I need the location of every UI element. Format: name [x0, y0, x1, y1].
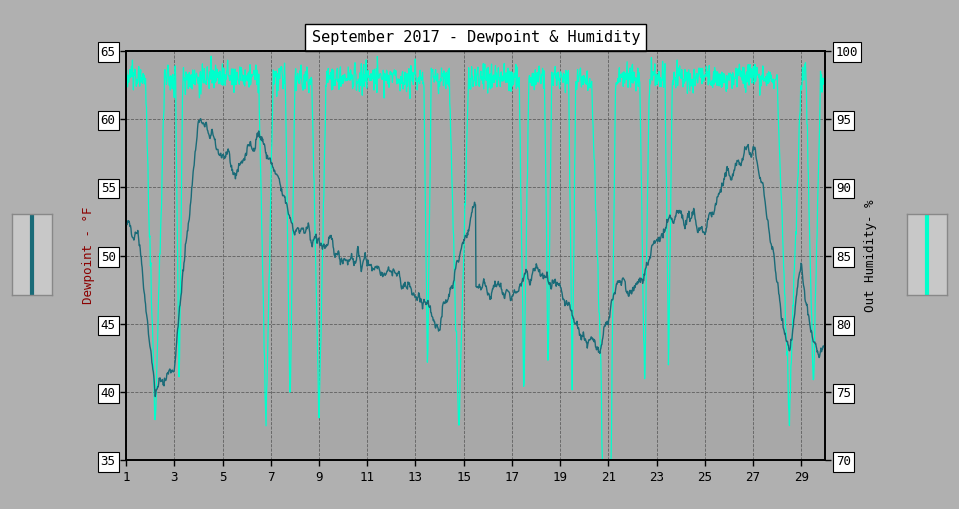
- Title: September 2017 - Dewpoint & Humidity: September 2017 - Dewpoint & Humidity: [312, 30, 640, 45]
- Y-axis label: Dewpoint - °F: Dewpoint - °F: [82, 207, 95, 304]
- Y-axis label: Out Humidity- %: Out Humidity- %: [864, 199, 877, 312]
